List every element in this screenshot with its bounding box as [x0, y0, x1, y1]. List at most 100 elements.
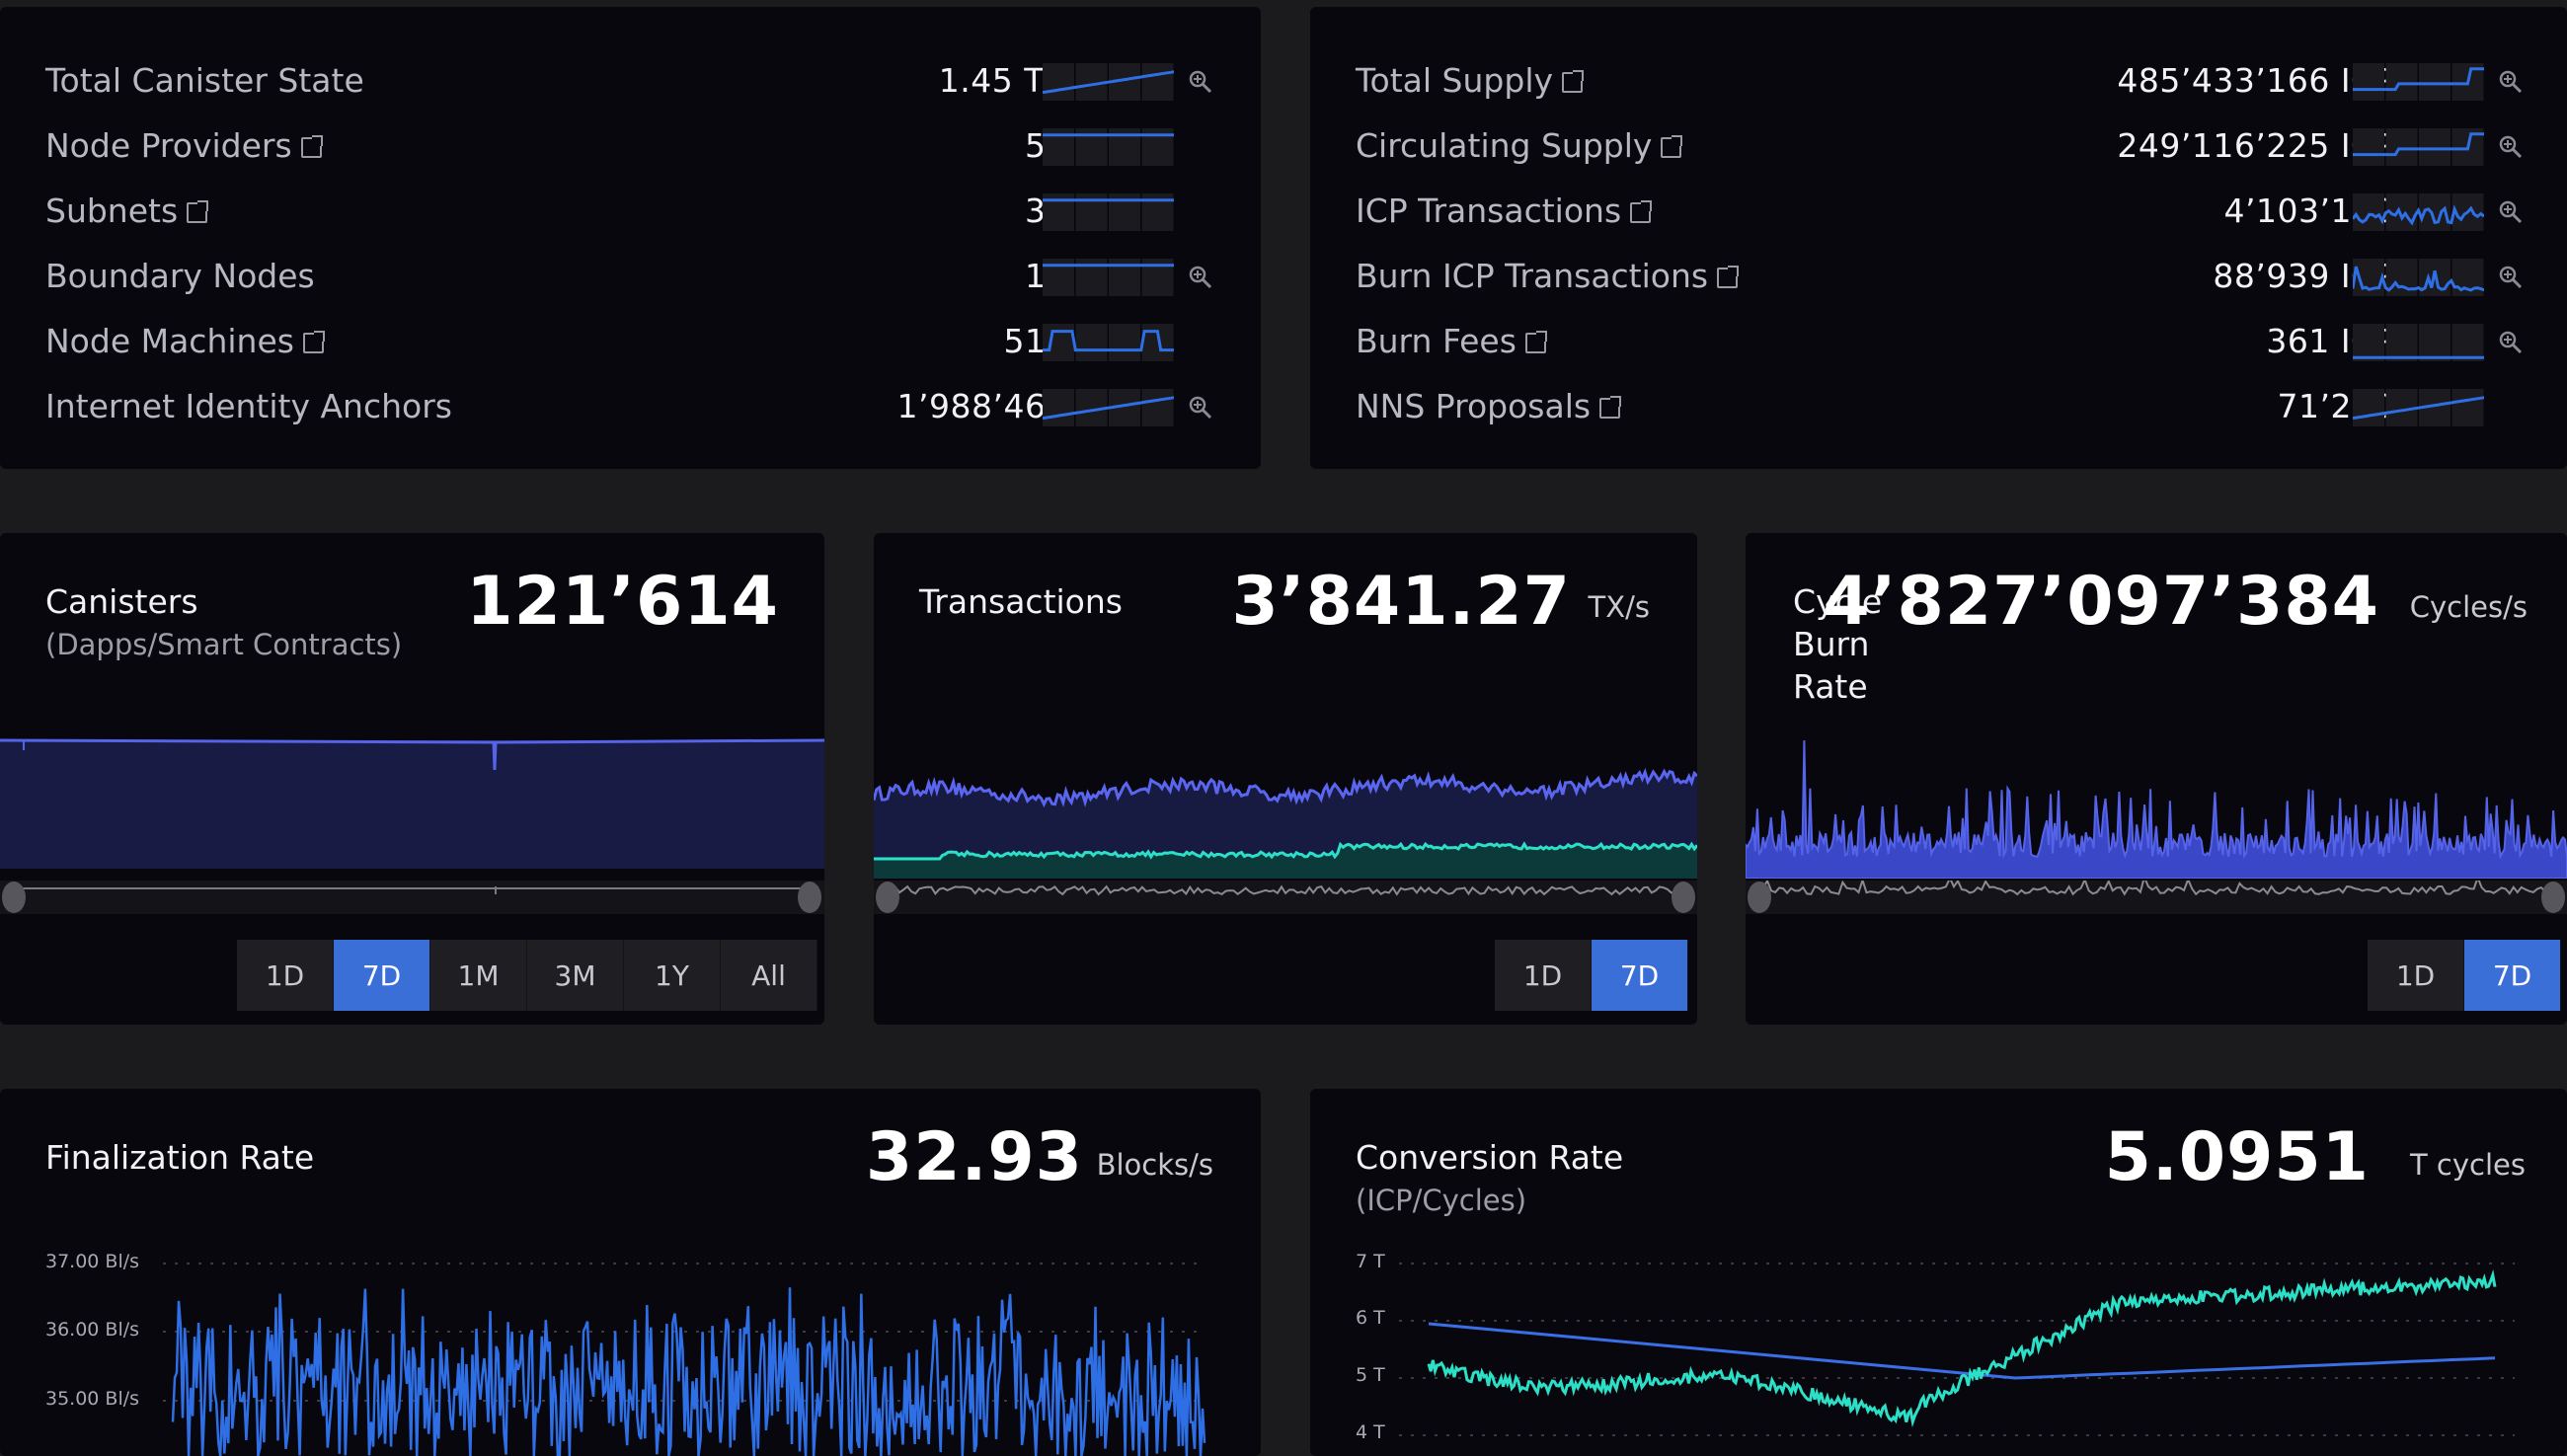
zoom-in-icon[interactable]: [2498, 199, 2524, 225]
token-stat-label[interactable]: Burn ICP Transactions: [1356, 257, 1740, 295]
conversion-subtitle: (ICP/Cycles): [1356, 1184, 1527, 1217]
external-link-icon[interactable]: [1524, 331, 1547, 353]
transactions-unit: TX/s: [1588, 590, 1650, 624]
canisters-range-7d-button[interactable]: 7D: [334, 940, 430, 1011]
token-stat-label[interactable]: ICP Transactions: [1356, 192, 1653, 230]
conversion-rate-line: [1427, 1269, 2497, 1428]
token-stat-label[interactable]: Burn Fees: [1356, 322, 1547, 360]
infra-stat-label-text: Boundary Nodes: [45, 257, 315, 295]
conversion-y-label-5: 5 T: [1356, 1364, 1385, 1386]
transactions-range-buttons: 1D 7D: [1495, 940, 1688, 1011]
token-stat-label-text: Total Supply: [1356, 61, 1554, 100]
cycle-burn-title-3: Rate: [1793, 667, 1868, 706]
finalization-y-label-37: 37.00 Bl/s: [45, 1251, 140, 1272]
navigator-handle-left[interactable]: [1748, 881, 1771, 913]
external-link-icon[interactable]: [1661, 135, 1683, 158]
navigator-handle-left[interactable]: [876, 881, 899, 913]
transactions-update-area: [874, 844, 1697, 879]
infra-stat-row: Node Machines 518: [45, 318, 1210, 367]
infra-stat-label: Boundary Nodes: [45, 257, 315, 295]
conversion-y-label-7: 7 T: [1356, 1251, 1385, 1272]
canisters-range-1y-button[interactable]: 1Y: [624, 940, 721, 1011]
infra-stat-row: Total Canister State 1.45 TB: [45, 57, 1213, 107]
infra-stat-label-text: Subnets: [45, 192, 179, 230]
canisters-range-1m-button[interactable]: 1M: [430, 940, 527, 1011]
infra-stat-row: Node Providers50: [45, 122, 1210, 172]
external-link-icon[interactable]: [1562, 70, 1585, 93]
token-stat-row: Burn ICP Transactions 88’939 ICP: [1356, 253, 2524, 302]
token-stat-row: NNS Proposals 71’270: [1356, 383, 2521, 432]
zoom-in-icon[interactable]: [2498, 330, 2524, 355]
infra-sparkline: [1043, 63, 1174, 101]
zoom-in-icon[interactable]: [2498, 265, 2524, 290]
infrastructure-stats-panel: Total Canister State 1.45 TB Node Provider…: [0, 7, 1261, 469]
zoom-in-icon[interactable]: [1188, 395, 1213, 421]
token-stat-row: ICP Transactions 4’103’120: [1356, 188, 2524, 237]
infra-stat-label: Internet Identity Anchors: [45, 387, 452, 425]
token-stat-value: 485’433’166 ICP: [2117, 61, 2394, 100]
zoom-in-icon[interactable]: [2498, 134, 2524, 160]
infra-stat-row: Subnets35: [45, 188, 1210, 237]
cycle-burn-range-1d-button[interactable]: 1D: [2368, 940, 2464, 1011]
infra-sparkline: [1043, 128, 1174, 166]
transactions-value: 3’841.27: [1231, 563, 1571, 641]
canisters-range-3m-button[interactable]: 3M: [527, 940, 624, 1011]
navigator-handle-left: [2, 881, 26, 913]
navigator-handle-right[interactable]: [2541, 881, 2565, 913]
external-link-icon[interactable]: [187, 200, 209, 223]
infra-stat-label-text: Total Canister State: [45, 61, 364, 100]
external-link-icon[interactable]: [302, 331, 325, 353]
token-stat-label[interactable]: Total Supply: [1356, 61, 1585, 100]
infra-stat-label[interactable]: Node Machines: [45, 322, 325, 360]
infra-stat-label: Total Canister State: [45, 61, 364, 100]
token-stat-label-text: Burn ICP Transactions: [1356, 257, 1709, 295]
external-link-icon[interactable]: [1717, 266, 1740, 288]
cycle-burn-navigator[interactable]: [1746, 881, 2567, 920]
cycle-burn-value: 4’827’097’384: [1823, 563, 2379, 641]
infra-stat-label-text: Node Machines: [45, 322, 294, 360]
token-sparkline: [2353, 389, 2484, 426]
zoom-in-icon[interactable]: [1188, 69, 1213, 95]
transactions-range-7d-button[interactable]: 7D: [1592, 940, 1688, 1011]
token-sparkline: [2353, 128, 2484, 166]
transactions-total-line: [874, 767, 1697, 808]
transactions-panel: Transactions 3’841.27 TX/s 1D 7D: [874, 533, 1697, 1025]
canisters-range-1d-button[interactable]: 1D: [237, 940, 334, 1011]
canisters-subtitle: (Dapps/Smart Contracts): [45, 628, 403, 661]
cycle-burn-chart: [1746, 739, 2567, 879]
cycle-burn-range-7d-button[interactable]: 7D: [2464, 940, 2561, 1011]
zoom-in-icon[interactable]: [2498, 69, 2524, 95]
conversion-avg-line: [1428, 1322, 2496, 1380]
token-stat-label[interactable]: Circulating Supply: [1356, 126, 1683, 165]
transactions-update-line: [874, 841, 1697, 861]
transactions-chart: [874, 767, 1697, 879]
canisters-line: [0, 738, 824, 771]
canisters-title: Canisters: [45, 582, 198, 621]
external-link-icon[interactable]: [1599, 396, 1622, 419]
finalization-line: [171, 1287, 1206, 1456]
finalization-value: 32.93: [865, 1118, 1083, 1196]
transactions-range-1d-button[interactable]: 1D: [1495, 940, 1592, 1011]
transactions-navigator[interactable]: [874, 881, 1697, 920]
canisters-navigator[interactable]: [0, 881, 824, 920]
infra-stat-label[interactable]: Subnets: [45, 192, 209, 230]
zoom-in-icon[interactable]: [1188, 265, 1213, 290]
finalization-panel: Finalization Rate 32.93 Blocks/s 37.00 B…: [0, 1089, 1261, 1456]
token-stat-label[interactable]: NNS Proposals: [1356, 387, 1622, 425]
canisters-range-all-button[interactable]: All: [721, 940, 817, 1011]
token-stat-row: Burn Fees 361 ICP: [1356, 318, 2524, 367]
infra-sparkline: [1043, 324, 1174, 361]
token-stat-row: Circulating Supply 249’116’225 ICP: [1356, 122, 2524, 172]
cycle-burn-unit: Cycles/s: [2409, 590, 2528, 624]
token-sparkline: [2353, 259, 2484, 296]
infra-sparkline: [1043, 193, 1174, 231]
external-link-icon[interactable]: [1630, 200, 1653, 223]
token-sparkline: [2353, 324, 2484, 361]
infra-stat-label[interactable]: Node Providers: [45, 126, 323, 165]
infra-sparkline: [1043, 389, 1174, 426]
cycle-burn-panel: Cycle Burn Rate 4’827’097’384 Cycles/s 1…: [1746, 533, 2567, 1025]
infra-stat-value: 1’988’465: [896, 387, 1067, 425]
navigator-handle-right[interactable]: [1672, 881, 1695, 913]
transactions-title: Transactions: [919, 582, 1123, 621]
external-link-icon[interactable]: [300, 135, 323, 158]
